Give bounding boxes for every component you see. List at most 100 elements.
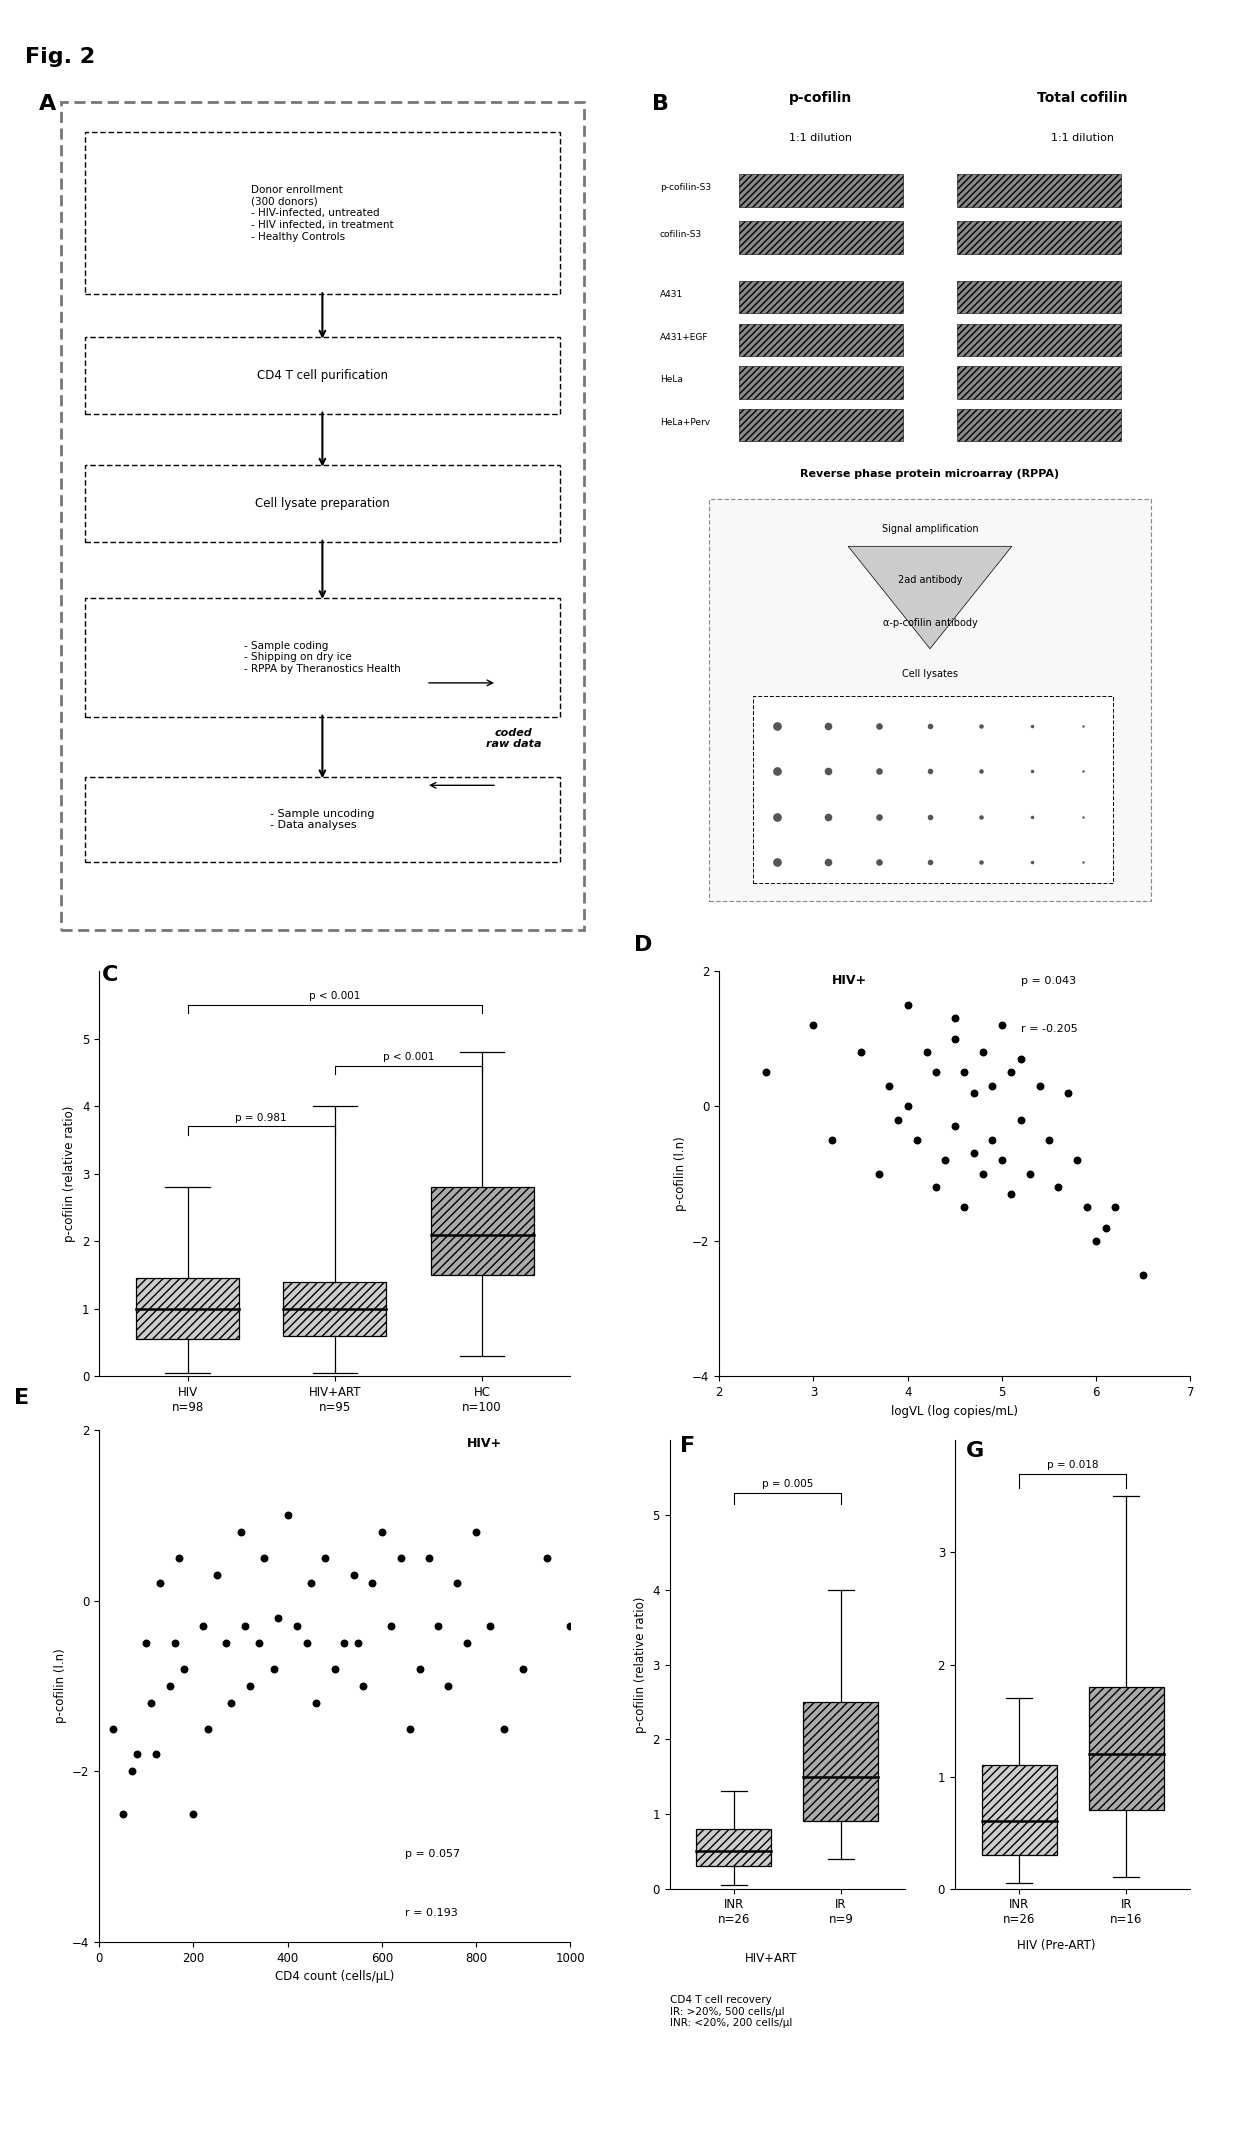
Text: A431+EGF: A431+EGF bbox=[660, 333, 708, 341]
Point bbox=[1002, 1178, 1022, 1212]
FancyBboxPatch shape bbox=[86, 465, 559, 542]
Text: Total cofilin: Total cofilin bbox=[1038, 92, 1128, 105]
Bar bbox=[739, 367, 903, 399]
Text: HIV+: HIV+ bbox=[466, 1436, 502, 1449]
Text: 1:1 dilution: 1:1 dilution bbox=[1052, 132, 1115, 143]
Bar bbox=[982, 1765, 1056, 1854]
Text: G: G bbox=[966, 1440, 983, 1462]
X-axis label: logVL (log copies/mL): logVL (log copies/mL) bbox=[892, 1404, 1018, 1417]
Point bbox=[945, 1001, 965, 1035]
Point bbox=[126, 1737, 146, 1771]
Bar bbox=[739, 175, 903, 207]
Point bbox=[325, 1652, 345, 1686]
Point bbox=[217, 1626, 237, 1660]
Point bbox=[335, 1626, 355, 1660]
Text: p = 0.005: p = 0.005 bbox=[761, 1479, 813, 1490]
Point bbox=[141, 1686, 161, 1720]
Point bbox=[973, 1157, 993, 1191]
Point bbox=[1011, 1103, 1030, 1137]
Point bbox=[480, 1609, 500, 1643]
Point bbox=[908, 1122, 928, 1157]
Point bbox=[207, 1558, 227, 1592]
Point bbox=[429, 1609, 449, 1643]
Point bbox=[898, 988, 918, 1022]
Point bbox=[963, 1135, 983, 1169]
Text: Reverse phase protein microarray (RPPA): Reverse phase protein microarray (RPPA) bbox=[801, 469, 1059, 478]
Text: A431: A431 bbox=[660, 290, 683, 299]
X-axis label: CD4 count (cells/μL): CD4 count (cells/μL) bbox=[275, 1970, 394, 1982]
Point bbox=[288, 1609, 308, 1643]
Point bbox=[401, 1711, 420, 1746]
Point bbox=[973, 1035, 993, 1069]
Y-axis label: p-cofilin (l.n): p-cofilin (l.n) bbox=[53, 1647, 67, 1724]
Text: HIV+ART: HIV+ART bbox=[745, 1953, 797, 1965]
Point bbox=[160, 1669, 180, 1703]
Point bbox=[306, 1686, 326, 1720]
Text: HeLa+Perv: HeLa+Perv bbox=[660, 418, 711, 427]
Point bbox=[537, 1541, 557, 1575]
Text: D: D bbox=[635, 935, 652, 954]
Text: 1:1 dilution: 1:1 dilution bbox=[790, 132, 852, 143]
Bar bbox=[739, 410, 903, 442]
Point bbox=[898, 1088, 918, 1122]
Point bbox=[1049, 1169, 1069, 1204]
Point bbox=[123, 1754, 143, 1788]
Bar bbox=[957, 367, 1121, 399]
Bar bbox=[957, 324, 1121, 356]
Text: - Sample coding
- Shipping on dry ice
- RPPA by Theranostics Health: - Sample coding - Shipping on dry ice - … bbox=[244, 640, 401, 674]
Point bbox=[315, 1541, 335, 1575]
Point bbox=[926, 1169, 946, 1204]
Point bbox=[1002, 1056, 1022, 1088]
Point bbox=[103, 1711, 123, 1746]
Text: HeLa: HeLa bbox=[660, 376, 683, 384]
Point bbox=[221, 1686, 241, 1720]
Point bbox=[236, 1609, 255, 1643]
Point bbox=[448, 1566, 467, 1600]
Point bbox=[869, 1157, 889, 1191]
Point bbox=[241, 1669, 260, 1703]
Bar bbox=[430, 1187, 533, 1276]
FancyBboxPatch shape bbox=[86, 598, 559, 717]
Point bbox=[362, 1566, 382, 1600]
Point bbox=[113, 1797, 133, 1831]
Point bbox=[822, 1122, 842, 1157]
Point bbox=[804, 1007, 823, 1041]
Point bbox=[888, 1103, 908, 1137]
Point bbox=[174, 1652, 193, 1686]
Point bbox=[992, 1007, 1012, 1041]
Point bbox=[150, 1566, 170, 1600]
Point bbox=[264, 1652, 284, 1686]
Text: CD4 T cell recovery
IR: >20%, 500 cells/μl
INR: <20%, 200 cells/μl: CD4 T cell recovery IR: >20%, 500 cells/… bbox=[670, 1995, 792, 2029]
Y-axis label: p-cofilin (l.n): p-cofilin (l.n) bbox=[673, 1135, 687, 1212]
Text: E: E bbox=[15, 1389, 30, 1408]
Point bbox=[945, 1022, 965, 1056]
Text: coded
raw data: coded raw data bbox=[486, 728, 541, 749]
Point bbox=[456, 1626, 476, 1660]
Point bbox=[1021, 1157, 1040, 1191]
FancyBboxPatch shape bbox=[86, 337, 559, 414]
Bar bbox=[739, 222, 903, 254]
Point bbox=[466, 1515, 486, 1549]
Point bbox=[170, 1541, 190, 1575]
Point bbox=[935, 1144, 955, 1178]
Point bbox=[353, 1669, 373, 1703]
Point bbox=[146, 1737, 166, 1771]
Text: Cell lysates: Cell lysates bbox=[901, 670, 959, 679]
FancyBboxPatch shape bbox=[753, 696, 1112, 883]
Point bbox=[165, 1626, 185, 1660]
Bar bbox=[957, 282, 1121, 314]
Point bbox=[1133, 1259, 1153, 1293]
Point bbox=[419, 1541, 439, 1575]
Point bbox=[495, 1711, 515, 1746]
Text: HIV (Pre-ART): HIV (Pre-ART) bbox=[1017, 1940, 1096, 1953]
Point bbox=[982, 1122, 1002, 1157]
Point bbox=[391, 1541, 410, 1575]
Point bbox=[1029, 1069, 1049, 1103]
Text: - Sample uncoding
- Data analyses: - Sample uncoding - Data analyses bbox=[270, 809, 374, 830]
Point bbox=[197, 1711, 217, 1746]
Bar bbox=[957, 222, 1121, 254]
Point bbox=[513, 1652, 533, 1686]
Point bbox=[916, 1035, 936, 1069]
Text: HIV+: HIV+ bbox=[832, 975, 868, 988]
Text: α-p-cofilin antibody: α-p-cofilin antibody bbox=[883, 619, 977, 627]
